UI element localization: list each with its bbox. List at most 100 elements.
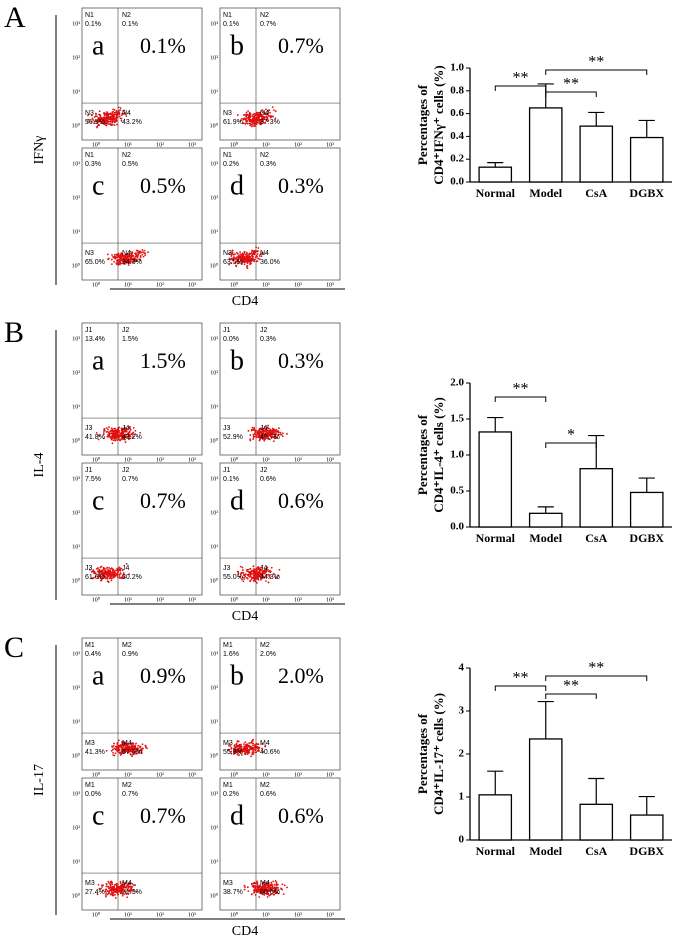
flow-y-tick: 10¹ xyxy=(72,859,80,865)
event-dot xyxy=(137,744,140,747)
event-dot xyxy=(129,427,132,430)
event-dot xyxy=(265,890,268,893)
event-dot xyxy=(251,118,254,120)
event-dot xyxy=(256,567,259,569)
quadrant-value: 0.3% xyxy=(260,336,276,343)
event-dot xyxy=(251,576,254,579)
event-dot xyxy=(128,430,131,433)
quadrant-value: 1.6% xyxy=(223,651,239,658)
event-dot xyxy=(131,885,133,888)
bar xyxy=(629,491,664,528)
event-dot xyxy=(128,253,130,256)
event-dot xyxy=(115,429,118,432)
event-dot xyxy=(108,566,110,569)
event-dot xyxy=(109,886,112,889)
quadrant-value: 61.6% xyxy=(85,574,105,581)
event-dot xyxy=(251,255,254,258)
y-tick-label: 0.4 xyxy=(450,130,464,142)
event-dot xyxy=(122,435,125,437)
event-dot xyxy=(228,263,231,266)
event-dot xyxy=(108,426,110,428)
quadrant-value: 61.9% xyxy=(223,119,243,126)
quadrant-name: J1 xyxy=(223,467,231,474)
plot-percent: 0.7% xyxy=(278,33,324,58)
event-dot xyxy=(119,107,122,109)
event-dot xyxy=(111,883,114,886)
flow-y-tick: 10³ xyxy=(72,21,80,27)
event-dot xyxy=(113,436,116,439)
event-dot xyxy=(112,745,115,747)
event-dot xyxy=(123,254,126,257)
event-dot xyxy=(239,253,242,256)
event-dot xyxy=(120,746,123,749)
quadrant-name: N4 xyxy=(260,110,269,117)
plot-letter: b xyxy=(230,345,244,376)
event-dot xyxy=(260,569,263,572)
event-dot xyxy=(115,120,118,123)
flow-x-tick: 10¹ xyxy=(262,142,270,148)
event-dot xyxy=(261,893,264,896)
event-dot xyxy=(262,428,265,431)
event-dot xyxy=(271,431,274,434)
plot-letter: a xyxy=(92,660,105,691)
event-dot xyxy=(107,258,109,261)
event-dot xyxy=(242,258,244,260)
event-dot xyxy=(123,576,126,579)
event-dot xyxy=(113,572,115,575)
quadrant-value: 0.4% xyxy=(85,651,101,658)
event-dot xyxy=(93,120,96,123)
event-dot xyxy=(118,575,121,577)
quadrant-name: J3 xyxy=(223,565,231,572)
event-dot xyxy=(286,886,288,889)
quadrant-name: N1 xyxy=(85,152,94,159)
quadrant-name: M4 xyxy=(260,880,270,887)
event-dot xyxy=(112,118,115,121)
event-dot xyxy=(238,256,241,259)
plot-letter: d xyxy=(230,485,244,516)
event-dot xyxy=(241,569,244,571)
event-dot xyxy=(134,884,137,886)
event-dot xyxy=(255,246,257,249)
event-dot xyxy=(239,748,241,750)
event-dot xyxy=(114,253,116,256)
event-dot xyxy=(108,890,110,893)
event-dot xyxy=(273,109,275,112)
event-dot xyxy=(255,890,258,892)
event-dot xyxy=(257,118,260,121)
event-dot xyxy=(251,259,254,262)
event-dot xyxy=(98,570,101,573)
event-dot xyxy=(113,117,116,120)
event-dot xyxy=(96,119,99,122)
event-dot xyxy=(259,574,261,577)
event-dot xyxy=(251,125,253,128)
event-dot xyxy=(111,442,114,445)
event-dot xyxy=(242,114,245,116)
event-dot xyxy=(258,573,261,575)
event-dot xyxy=(142,251,145,254)
event-dot xyxy=(118,749,121,752)
event-dot xyxy=(235,264,237,267)
flow-y-tick: 10⁰ xyxy=(210,577,219,584)
flow-x-tick: 10¹ xyxy=(262,282,270,288)
event-dot xyxy=(263,434,266,437)
event-dot xyxy=(237,745,240,748)
flow-plot: M1 0.0% M2 0.7% M3 27.4% M4 71.9% c 0.7% 10⁰ 10⁰ 10¹… xyxy=(72,777,203,918)
event-dot xyxy=(240,262,243,265)
event-dot xyxy=(116,749,119,752)
event-dot xyxy=(121,892,124,895)
plot-frame xyxy=(219,777,341,911)
event-dot xyxy=(259,887,262,890)
plot-percent: 0.6% xyxy=(278,803,324,828)
event-dot xyxy=(255,260,258,263)
quadrant-value: 0.1% xyxy=(85,21,101,28)
quadrant-name: J3 xyxy=(223,425,231,432)
quadrant-value: 40.6% xyxy=(260,749,280,756)
event-dot xyxy=(107,569,110,571)
event-dot xyxy=(102,572,105,575)
event-dot xyxy=(100,565,103,568)
event-dot xyxy=(277,427,280,429)
event-dot xyxy=(256,432,259,435)
event-dot xyxy=(117,890,120,893)
significance-label: ** xyxy=(513,70,529,87)
event-dot xyxy=(102,575,105,578)
